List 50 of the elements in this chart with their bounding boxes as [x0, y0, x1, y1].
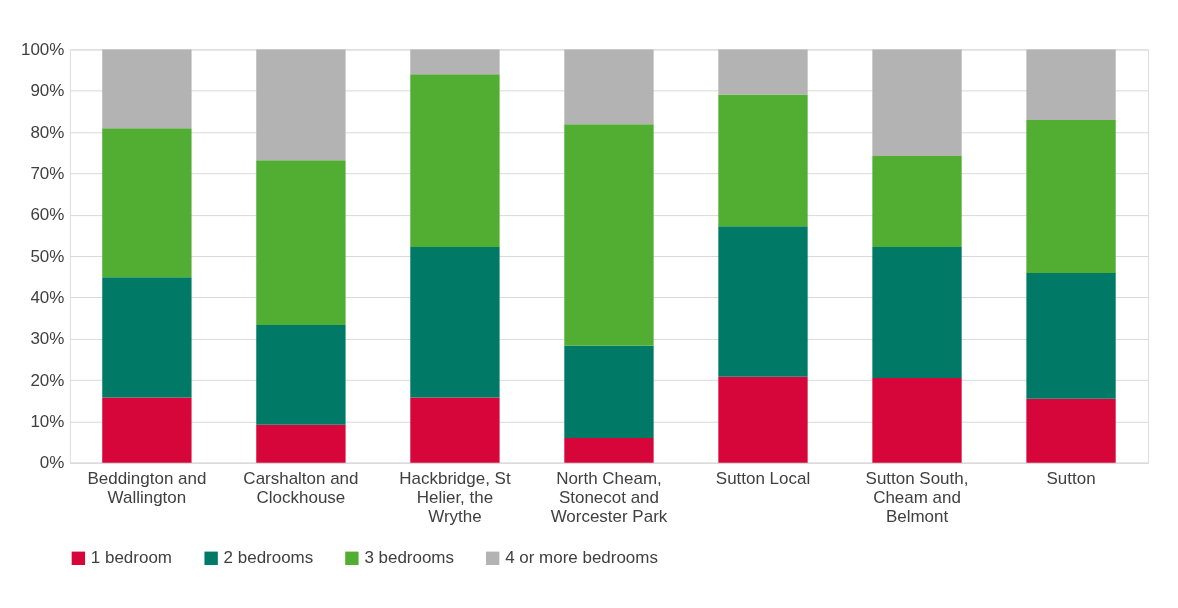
bar — [102, 397, 192, 463]
bar — [102, 128, 192, 278]
bar — [564, 345, 654, 438]
y-tick-label: 50% — [30, 246, 65, 266]
bar — [102, 277, 192, 398]
bar — [564, 49, 654, 125]
bar — [1026, 120, 1116, 273]
bar — [872, 156, 962, 247]
x-tick-label: Sutton — [1046, 469, 1096, 489]
bar — [872, 246, 962, 378]
x-tick-label: North Cheam, Stonecot and Worcester Park — [550, 469, 668, 527]
bar — [1026, 273, 1116, 399]
bar — [1026, 398, 1116, 463]
legend-label: 3 bedrooms — [364, 548, 454, 568]
y-tick-label: 40% — [30, 287, 65, 307]
bar — [718, 376, 808, 463]
bar — [256, 49, 346, 161]
legend-label: 2 bedrooms — [223, 548, 314, 568]
x-tick-label: Beddington and Wallington — [87, 469, 207, 508]
bar — [102, 49, 192, 129]
y-tick-label: 60% — [30, 205, 65, 225]
bar — [410, 49, 500, 75]
x-tick-label: Sutton South, Cheam and Belmont — [865, 469, 969, 527]
y-tick-label: 30% — [30, 329, 65, 349]
bar — [410, 397, 500, 463]
bar — [872, 377, 962, 463]
legend-label: 4 or more bedrooms — [505, 548, 658, 568]
bar — [718, 226, 808, 377]
bar — [872, 49, 962, 157]
legend-label: 1 bedroom — [90, 548, 172, 568]
y-tick-label: 100% — [20, 39, 65, 59]
bar — [564, 124, 654, 346]
y-tick-label: 70% — [30, 163, 65, 183]
bar — [718, 94, 808, 227]
bar — [410, 246, 500, 398]
y-tick-label: 0% — [39, 453, 65, 473]
y-tick-label: 20% — [30, 370, 65, 390]
bar — [256, 160, 346, 326]
y-tick-label: 90% — [30, 81, 65, 101]
x-tick-label: Carshalton and Clockhouse — [243, 469, 359, 508]
bar — [410, 74, 500, 247]
bar — [718, 49, 808, 95]
y-tick-label: 10% — [30, 411, 65, 431]
bar — [1026, 49, 1116, 121]
bar — [564, 437, 654, 463]
bar — [256, 325, 346, 425]
x-tick-label: Hackbridge, St Helier, the Wrythe — [399, 469, 511, 527]
y-tick-label: 80% — [30, 122, 65, 142]
bar — [256, 424, 346, 463]
x-tick-label: Sutton Local — [715, 469, 811, 489]
